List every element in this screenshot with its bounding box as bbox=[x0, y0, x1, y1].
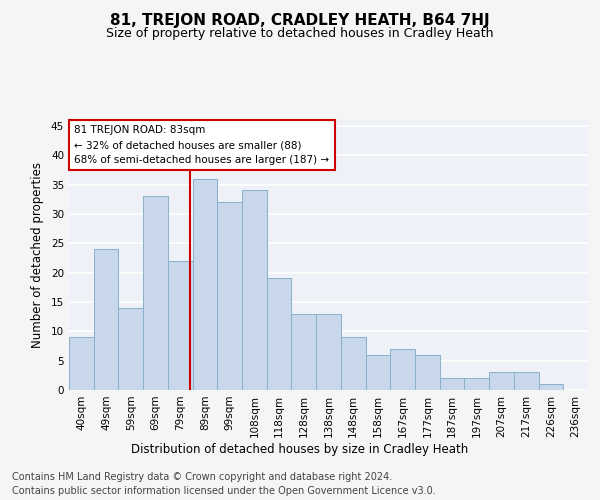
Bar bbox=[365, 355, 390, 390]
Bar bbox=[267, 278, 292, 390]
Bar bbox=[539, 384, 563, 390]
Text: 81 TREJON ROAD: 83sqm
← 32% of detached houses are smaller (88)
68% of semi-deta: 81 TREJON ROAD: 83sqm ← 32% of detached … bbox=[74, 126, 329, 165]
Text: 81, TREJON ROAD, CRADLEY HEATH, B64 7HJ: 81, TREJON ROAD, CRADLEY HEATH, B64 7HJ bbox=[110, 12, 490, 28]
Bar bbox=[514, 372, 539, 390]
Text: Contains HM Land Registry data © Crown copyright and database right 2024.: Contains HM Land Registry data © Crown c… bbox=[12, 472, 392, 482]
Bar bbox=[217, 202, 242, 390]
Bar bbox=[143, 196, 168, 390]
Bar bbox=[94, 249, 118, 390]
Bar bbox=[69, 337, 94, 390]
Text: Contains public sector information licensed under the Open Government Licence v3: Contains public sector information licen… bbox=[12, 486, 436, 496]
Text: Size of property relative to detached houses in Cradley Heath: Size of property relative to detached ho… bbox=[106, 28, 494, 40]
Y-axis label: Number of detached properties: Number of detached properties bbox=[31, 162, 44, 348]
Bar bbox=[292, 314, 316, 390]
Bar bbox=[464, 378, 489, 390]
Bar bbox=[242, 190, 267, 390]
Bar bbox=[193, 178, 217, 390]
Bar bbox=[316, 314, 341, 390]
Bar bbox=[440, 378, 464, 390]
Bar bbox=[390, 349, 415, 390]
Text: Distribution of detached houses by size in Cradley Heath: Distribution of detached houses by size … bbox=[131, 442, 469, 456]
Bar bbox=[168, 261, 193, 390]
Bar bbox=[341, 337, 365, 390]
Bar bbox=[118, 308, 143, 390]
Bar bbox=[489, 372, 514, 390]
Bar bbox=[415, 355, 440, 390]
